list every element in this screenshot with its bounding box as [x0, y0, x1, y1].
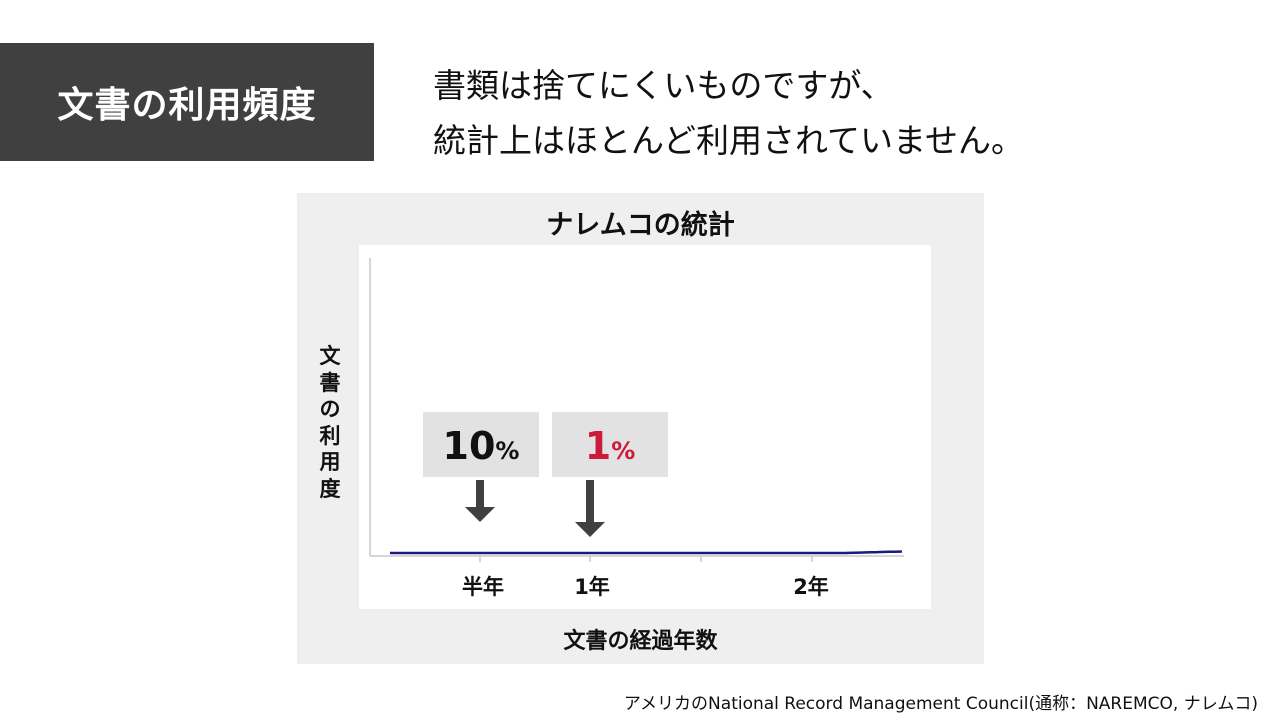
y-axis-label: 文書の利用度 [313, 343, 347, 502]
annotation-unit: % [495, 437, 519, 465]
section-title-box: 文書の利用頻度 [0, 43, 374, 161]
x-axis-label: 文書の経過年数 [563, 629, 718, 654]
annotation-box [423, 412, 539, 477]
y-axis-label-char: 利 [319, 423, 341, 448]
subtitle: 書類は捨てにくいものですが、 統計上はほとんど利用されていません。 [433, 58, 1024, 168]
annotation-number: 1 [585, 424, 611, 468]
arrow-head [465, 507, 495, 522]
x-tick-label: 2年 [793, 575, 829, 599]
annotation-unit: % [611, 437, 635, 465]
decay-curve [390, 550, 903, 555]
source-note: アメリカのNational Record Management Council(… [623, 694, 1258, 714]
y-axis-label-char: 度 [319, 476, 341, 501]
arrow-shaft [586, 480, 594, 523]
y-axis-label-char: 書 [319, 370, 341, 395]
subtitle-line-2: 統計上はほとんど利用されていません。 [433, 121, 1025, 160]
annotation-value: 10% [443, 424, 520, 468]
y-axis-label-char: の [319, 397, 341, 421]
subtitle-line-1: 書類は捨てにくいものですが、 [433, 66, 894, 105]
arrow-shaft [476, 480, 484, 508]
annotation-value: 1% [585, 424, 636, 468]
x-tick-label: 1年 [574, 575, 610, 599]
x-tick-label: 半年 [462, 575, 504, 599]
y-axis-label-char: 文 [319, 344, 341, 368]
section-title: 文書の利用頻度 [57, 85, 317, 126]
arrow-head [575, 522, 605, 537]
y-axis-label-char: 用 [319, 450, 341, 474]
annotation-number: 10 [443, 424, 496, 468]
annotation-box [552, 412, 668, 477]
chart-title: ナレムコの統計 [546, 210, 735, 241]
